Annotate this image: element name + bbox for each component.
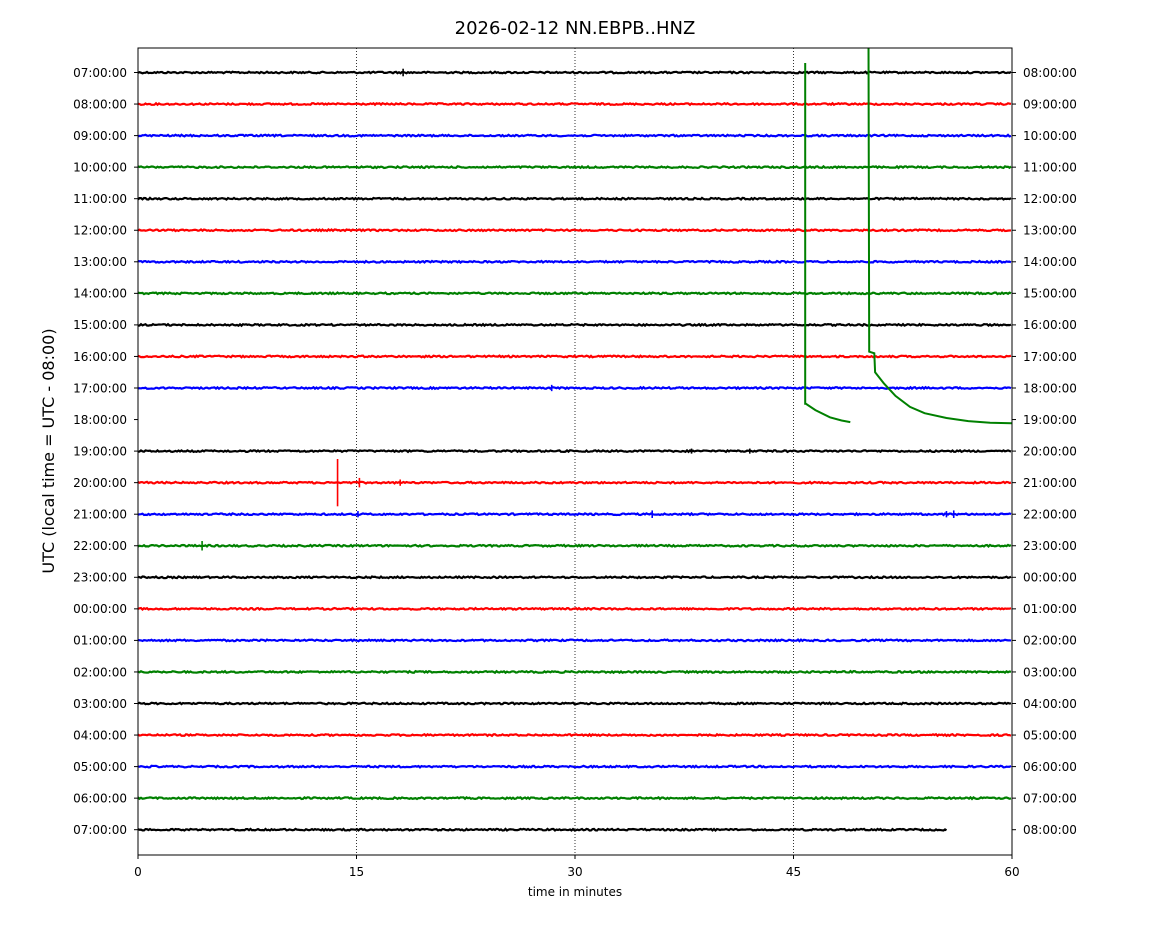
offset-excursion-1 [804, 63, 851, 424]
right-tick-label: 19:00:00 [1023, 413, 1077, 427]
trace-row [138, 669, 1012, 675]
left-tick-label: 07:00:00 [73, 66, 127, 80]
trace-row [138, 574, 1012, 580]
trace-row [138, 543, 1012, 548]
trace-row [138, 354, 1012, 359]
trace-row [138, 732, 1012, 738]
left-tick-label: 07:00:00 [73, 823, 127, 837]
trace-row [138, 291, 1012, 296]
trace-row [138, 827, 948, 833]
left-tick-label: 19:00:00 [73, 444, 127, 458]
left-tick-label: 21:00:00 [73, 508, 127, 522]
left-tick-label: 02:00:00 [73, 665, 127, 679]
right-tick-label: 21:00:00 [1023, 476, 1077, 490]
left-tick-label: 17:00:00 [73, 381, 127, 395]
trace-row [138, 638, 1012, 643]
left-tick-label: 06:00:00 [73, 791, 127, 805]
left-tick-label: 16:00:00 [73, 350, 127, 364]
left-tick-label: 08:00:00 [73, 97, 127, 111]
right-tick-label: 14:00:00 [1023, 255, 1077, 269]
right-tick-label: 15:00:00 [1023, 287, 1077, 301]
right-tick-label: 17:00:00 [1023, 350, 1077, 364]
left-tick-label: 14:00:00 [73, 287, 127, 301]
left-tick-label: 10:00:00 [73, 160, 127, 174]
trace-row [138, 70, 1012, 75]
chart-title: 2026-02-12 NN.EBPB..HNZ [455, 18, 696, 39]
left-tick-label: 23:00:00 [73, 571, 127, 585]
left-tick-label: 00:00:00 [73, 602, 127, 616]
left-tick-label: 13:00:00 [73, 255, 127, 269]
trace-row [138, 133, 1012, 138]
x-tick-label: 60 [1004, 865, 1019, 879]
left-tick-label: 22:00:00 [73, 539, 127, 553]
right-tick-label: 05:00:00 [1023, 728, 1077, 742]
trace-row [138, 511, 1012, 517]
right-tick-label: 07:00:00 [1023, 791, 1077, 805]
trace-row [138, 101, 1012, 107]
right-tick-label: 22:00:00 [1023, 508, 1077, 522]
trace-row [138, 164, 1012, 170]
trace-row [138, 701, 1012, 706]
x-tick-label: 45 [786, 865, 801, 879]
trace-row [138, 227, 1012, 233]
trace-layer [138, 48, 1012, 833]
left-tick-label: 11:00:00 [73, 192, 127, 206]
left-tick-label: 15:00:00 [73, 318, 127, 332]
left-tick-label: 09:00:00 [73, 129, 127, 143]
right-tick-label: 00:00:00 [1023, 571, 1077, 585]
right-tick-label: 18:00:00 [1023, 381, 1077, 395]
trace-row [138, 259, 1012, 265]
trace-row [138, 795, 1012, 801]
right-tick-label: 02:00:00 [1023, 634, 1077, 648]
right-tick-label: 03:00:00 [1023, 665, 1077, 679]
left-tick-label: 03:00:00 [73, 697, 127, 711]
left-tick-label: 04:00:00 [73, 728, 127, 742]
right-tick-label: 11:00:00 [1023, 160, 1077, 174]
right-tick-label: 06:00:00 [1023, 760, 1077, 774]
left-tick-label: 05:00:00 [73, 760, 127, 774]
left-tick-label: 18:00:00 [73, 413, 127, 427]
right-tick-label: 08:00:00 [1023, 823, 1077, 837]
right-tick-label: 16:00:00 [1023, 318, 1077, 332]
left-tick-label: 12:00:00 [73, 224, 127, 238]
y-axis-label: UTC (local time = UTC - 08:00) [39, 328, 58, 573]
right-tick-label: 09:00:00 [1023, 97, 1077, 111]
x-tick-label: 0 [134, 865, 142, 879]
right-tick-label: 10:00:00 [1023, 129, 1077, 143]
trace-row [138, 196, 1012, 201]
trace-row [138, 606, 1012, 612]
x-axis-label: time in minutes [528, 885, 622, 899]
left-tick-label: 20:00:00 [73, 476, 127, 490]
right-tick-label: 04:00:00 [1023, 697, 1077, 711]
right-tick-label: 08:00:00 [1023, 66, 1077, 80]
right-tick-label: 01:00:00 [1023, 602, 1077, 616]
trace-row [138, 480, 1012, 485]
offset-excursion-2 [867, 48, 1012, 425]
right-tick-label: 23:00:00 [1023, 539, 1077, 553]
grid-lines [356, 48, 794, 855]
trace-row [138, 764, 1012, 769]
right-tick-label: 13:00:00 [1023, 224, 1077, 238]
axis-layer: 07:00:00 08:00:00 09:00:00 10:00:00 11:00:00… [73, 66, 1077, 879]
x-tick-label: 30 [567, 865, 582, 879]
trace-row [138, 322, 1012, 328]
right-tick-label: 20:00:00 [1023, 444, 1077, 458]
trace-row [138, 448, 1012, 454]
x-tick-label: 15 [349, 865, 364, 879]
right-tick-label: 12:00:00 [1023, 192, 1077, 206]
left-tick-label: 01:00:00 [73, 634, 127, 648]
trace-row [138, 385, 1012, 391]
